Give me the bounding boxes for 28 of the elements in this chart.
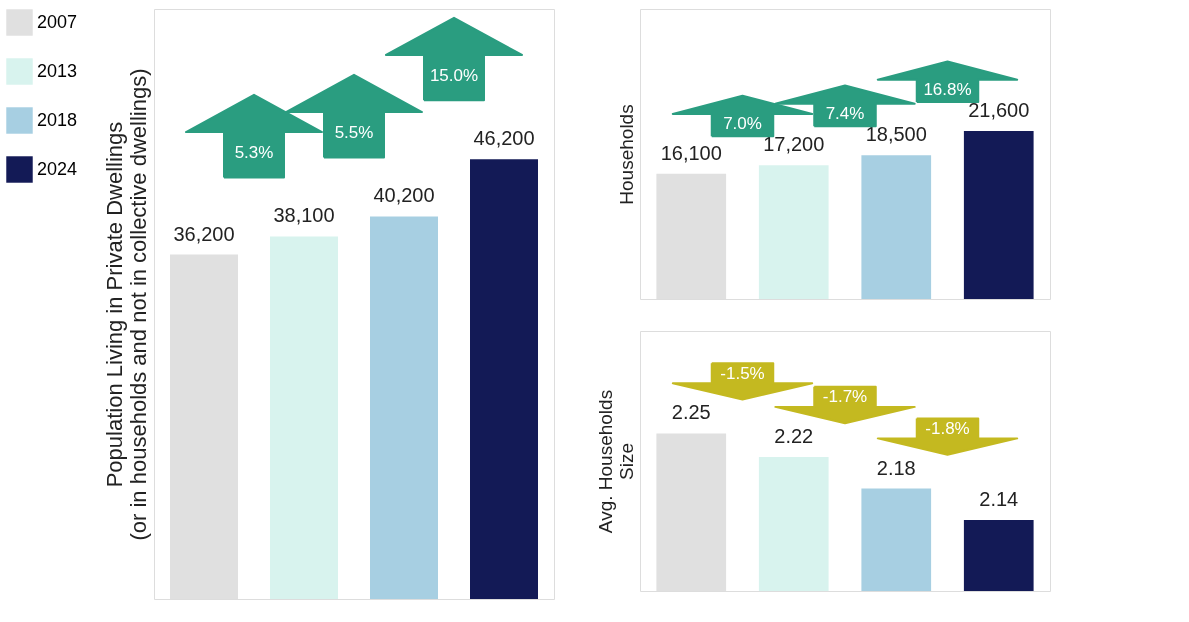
annotation: 5.5%: [334, 123, 374, 143]
annotation: -1.5%: [720, 363, 765, 383]
data-label: 16,100: [660, 141, 722, 164]
data-label: 2.22: [774, 425, 814, 448]
annotation: -1.8%: [925, 418, 970, 438]
annotation: 7.0%: [723, 114, 762, 134]
data-label: 17,200: [763, 133, 825, 156]
annotation: 5.3%: [234, 143, 274, 163]
y-axis-title: Households: [615, 104, 637, 205]
annotation: 16.8%: [923, 80, 972, 100]
annotation: 15.0%: [429, 66, 479, 86]
data-label: 36,200: [173, 222, 235, 245]
data-label: 2.25: [671, 401, 711, 424]
data-label: 40,200: [373, 184, 435, 207]
annotation: 7.4%: [825, 104, 865, 124]
data-label: 21,600: [968, 99, 1030, 122]
legend-label: 2024: [37, 158, 78, 179]
data-label: 2.14: [979, 488, 1019, 511]
data-label: 46,200: [473, 127, 535, 150]
data-label: 18,500: [865, 123, 927, 146]
annotation: -1.7%: [822, 387, 868, 407]
legend-label: 2007: [37, 11, 78, 32]
y-axis-title: Avg. Households Size: [594, 389, 637, 534]
data-label: 2.18: [876, 456, 916, 479]
y-axis-title: Population Living in Private Dwellings (or in households and not in collective dwellings): [101, 68, 151, 541]
data-label: 38,100: [273, 204, 335, 227]
legend-label: 2018: [37, 109, 78, 130]
legend-label: 2013: [37, 60, 78, 81]
